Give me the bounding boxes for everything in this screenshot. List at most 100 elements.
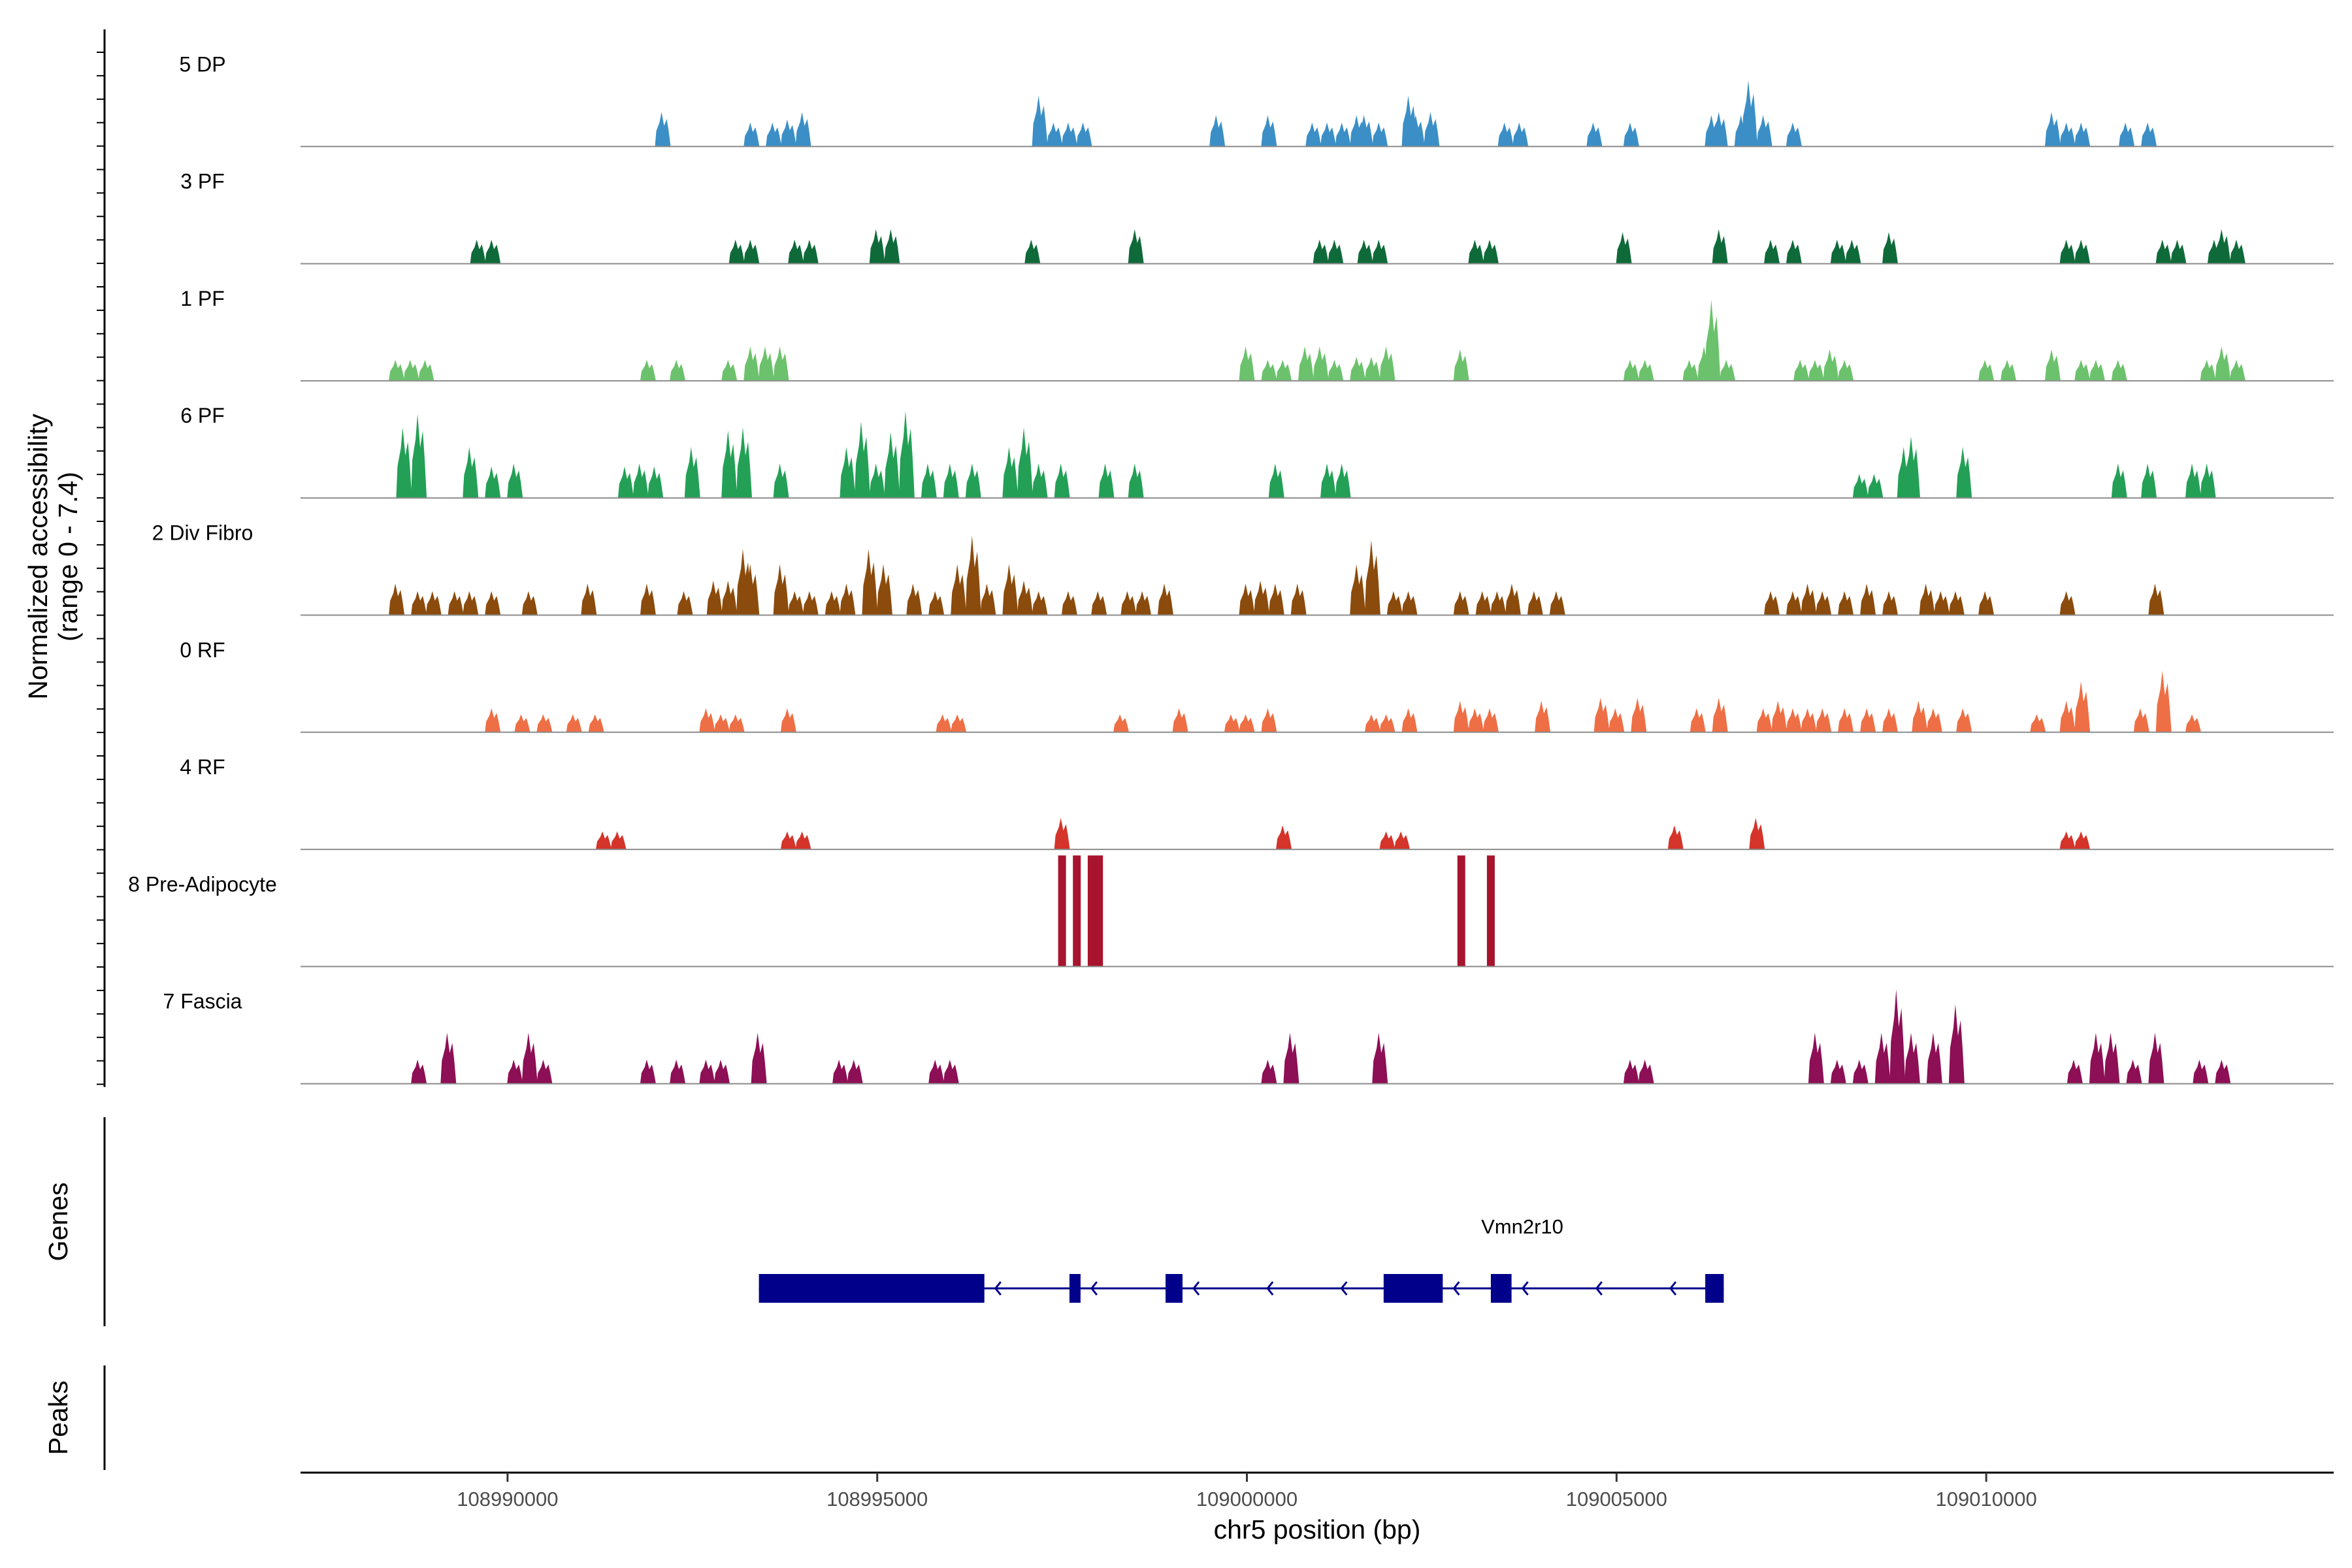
coverage-peak [898,411,915,498]
coverage-peak [1690,708,1706,732]
coverage-peak [862,549,878,615]
coverage-peak [1261,708,1277,732]
coverage-peak [2229,359,2246,381]
coverage-peak [1816,591,1832,615]
coverage-peak [2001,359,2017,381]
coverage-peak [1364,540,1380,615]
coverage-peak [1372,239,1388,264]
coverage-peak [1505,583,1521,615]
track-label: 3 PF [180,170,225,193]
coverage-peak [403,359,419,381]
coverage-peak [721,359,738,381]
coverage-peak [1058,855,1066,967]
coverage-peak [1320,122,1336,147]
coverage-peak [1372,122,1388,147]
coverage-peak [1786,122,1802,147]
coverage-peak [906,583,923,615]
coverage-peak [773,346,789,381]
coverage-peak [1073,855,1081,967]
coverage-peak [2148,1032,2164,1084]
x-tick-label: 109000000 [1196,1488,1298,1511]
coverage-peak [1268,583,1284,615]
coverage-peak [2155,670,2172,732]
track-label: 1 PF [180,287,225,310]
coverage-peak [1313,346,1329,381]
strand-arrow [1192,1281,1200,1296]
coverage-peak [1032,591,1048,615]
track-5-dp: 5 DP [179,52,2334,148]
coverage-peak [2074,831,2091,850]
x-axis: 108990000 108995000 109000000 109005000 1090… [457,1473,2037,1511]
coverage-peak [1978,591,1995,615]
coverage-peak [1453,349,1469,381]
coverage-peak [721,580,738,615]
coverage-peak [536,714,553,732]
coverage-peak [1749,817,1765,850]
x-tick-label: 109010000 [1936,1488,2037,1511]
coverage-peak [721,430,738,498]
coverage-peak [1098,463,1115,498]
coverage-peak [869,229,885,264]
coverage-peak [1742,80,1757,147]
coverage-peak [2215,229,2231,264]
coverage-peak [1978,359,1995,381]
track-4-rf: 4 RF [180,755,2334,851]
coverage-peak [440,1032,457,1084]
coverage-peak [773,564,789,615]
coverage-peak [1290,583,1307,615]
coverage-peak [514,714,531,732]
coverage-peak [743,122,760,147]
coverage-peak [389,583,405,615]
coverage-peak [1786,239,1802,264]
coverage-peak [780,831,796,850]
coverage-peak [640,1059,656,1084]
coverage-peak [766,122,782,147]
coverage-peak [647,466,664,498]
strand-arrow [1669,1281,1677,1296]
coverage-peak [1830,239,1846,264]
coverage-peak [536,1059,553,1084]
coverage-peak [1209,115,1226,147]
coverage-peak [1158,583,1173,615]
coverage-peak [1364,357,1380,381]
coverage-peak [1756,115,1772,147]
strand-arrow [1090,1281,1098,1296]
coverage-peak [448,591,464,615]
coverage-peak [825,591,841,615]
coverage-peak [965,463,981,498]
coverage-peak [1457,855,1465,967]
coverage-peak [677,591,693,615]
coverage-peak [2066,1059,2083,1084]
coverage-peak [2133,708,2149,732]
coverage-peak [788,239,804,264]
coverage-peak [396,427,412,498]
coverage-peak [1261,1059,1277,1084]
coverage-peak [1712,112,1728,147]
coverage-peak [2074,359,2091,381]
coverage-peak [2141,122,2157,147]
coverage-peak [1793,359,1810,381]
gene-exon [1069,1274,1081,1303]
x-tick-label: 108995000 [826,1488,928,1511]
coverage-peak [411,1059,427,1084]
coverage-peak [2229,239,2246,264]
coverage-peak [2148,583,2164,615]
coverage-peak [928,591,945,615]
coverage-peak [780,708,796,732]
coverage-peak [1475,591,1492,615]
coverage-peak [1801,708,1817,732]
coverage-peak [1087,855,1096,967]
coverage-peak [1239,583,1255,615]
coverage-peak [655,112,671,147]
coverage-peak [2185,714,2201,732]
coverage-peak [581,583,597,615]
coverage-peak [2104,1032,2120,1084]
coverage-peak [869,463,885,498]
coverage-peak [1224,714,1240,732]
coverage-peak [1002,564,1019,615]
coverage-peak [1276,825,1292,850]
coverage-peak [507,1059,523,1084]
track-label: 7 Fascia [163,990,242,1013]
coverage-peak [884,432,900,498]
coverage-peak [1017,580,1033,615]
